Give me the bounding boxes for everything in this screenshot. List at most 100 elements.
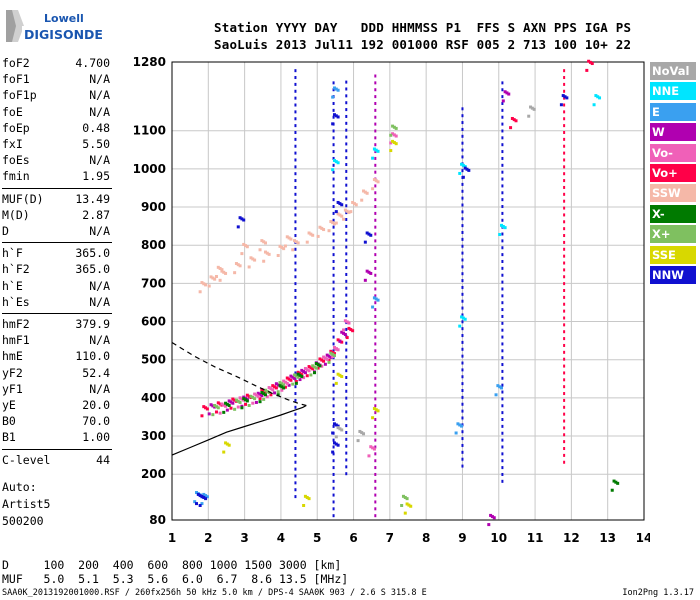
data-point: [204, 406, 208, 410]
param-name: foEp: [2, 120, 30, 135]
trace-point: [461, 258, 464, 262]
trace-point: [294, 165, 297, 169]
data-point: [405, 502, 409, 506]
param-value: 5.50: [82, 137, 110, 151]
trace-point: [374, 170, 377, 174]
trace-point: [374, 108, 377, 112]
trace-point: [461, 416, 464, 420]
data-point: [369, 445, 373, 449]
trace-point: [345, 252, 348, 256]
param-row: yF2 52.4: [2, 366, 110, 380]
data-point: [501, 99, 505, 103]
trace-point: [461, 265, 464, 269]
data-point: [240, 406, 244, 410]
data-point: [256, 394, 260, 398]
data-point: [514, 119, 518, 123]
data-point: [222, 403, 226, 407]
trace-point: [563, 89, 566, 93]
trace-point: [374, 232, 377, 236]
trace-point: [563, 447, 566, 451]
trace-point: [563, 378, 566, 382]
trace-point: [461, 457, 464, 461]
trace-point: [332, 177, 335, 181]
data-point: [305, 495, 309, 499]
param-name: h`F2: [2, 262, 30, 277]
legend-item: NNW: [650, 266, 696, 284]
trace-point: [461, 148, 464, 152]
trace-point: [563, 206, 566, 210]
data-point: [338, 427, 342, 431]
data-point: [407, 503, 411, 507]
trace-point: [461, 155, 464, 159]
trace-point: [501, 156, 504, 160]
data-point: [218, 402, 222, 406]
trace-point: [332, 294, 335, 298]
plot-frame: [171, 61, 645, 521]
data-point: [336, 348, 340, 352]
data-point: [204, 283, 208, 287]
data-point: [389, 133, 393, 137]
data-point: [376, 180, 380, 184]
trace-point: [461, 320, 464, 324]
data-point: [314, 362, 318, 366]
trace-point: [345, 197, 348, 201]
trace-point: [332, 335, 335, 339]
data-point: [463, 166, 467, 170]
trace-point: [461, 292, 464, 296]
trace-point: [374, 424, 377, 428]
digisonde-logo: Lowell DIGISONDE: [4, 6, 104, 46]
data-point: [278, 384, 282, 388]
data-point: [322, 359, 326, 363]
x-tick-label: 8: [422, 531, 430, 545]
data-point: [371, 305, 375, 309]
param-name: h`Es: [2, 294, 30, 309]
trace-point: [345, 183, 348, 187]
trace-point: [374, 328, 377, 332]
data-point: [358, 429, 362, 433]
param-row: hmF1 N/A: [2, 333, 110, 347]
trace-point: [374, 101, 377, 105]
trace-point: [501, 404, 504, 408]
trace-point: [332, 507, 335, 511]
trace-point: [563, 144, 566, 148]
trace-point: [345, 121, 348, 125]
trace-point: [294, 89, 297, 93]
param-row: yF1 N/A: [2, 382, 110, 396]
data-point: [207, 284, 211, 288]
trace-point: [563, 213, 566, 217]
data-point: [213, 404, 217, 407]
data-point: [251, 395, 255, 399]
param-row: M(D) 2.87: [2, 208, 110, 222]
trace-point: [563, 343, 566, 347]
trace-point: [374, 321, 377, 325]
trace-point: [461, 244, 464, 248]
x-tick-label: 9: [458, 531, 466, 545]
trace-point: [294, 234, 297, 238]
trace-point: [501, 122, 504, 126]
trace-point: [294, 398, 297, 402]
param-value: 379.9: [75, 317, 110, 331]
data-point: [225, 408, 229, 412]
trace-point: [501, 411, 504, 415]
data-point: [458, 423, 462, 427]
data-point: [256, 391, 260, 395]
trace-point: [332, 211, 335, 215]
data-point: [351, 200, 355, 204]
trace-point: [501, 88, 504, 92]
data-point: [258, 392, 262, 396]
data-point: [610, 488, 614, 492]
param-value: 2.87: [82, 207, 110, 222]
data-point: [254, 400, 258, 404]
y-tick-label: 80: [149, 513, 166, 527]
trace-point: [563, 103, 566, 107]
trace-point: [345, 348, 348, 352]
data-point: [265, 251, 269, 255]
trace-point: [501, 129, 504, 133]
data-point: [374, 148, 378, 152]
data-point: [225, 442, 229, 446]
data-point: [596, 95, 600, 99]
data-point: [376, 298, 380, 302]
x-tick-label: 14: [636, 531, 650, 545]
data-point: [296, 372, 300, 376]
trace-point: [345, 430, 348, 434]
